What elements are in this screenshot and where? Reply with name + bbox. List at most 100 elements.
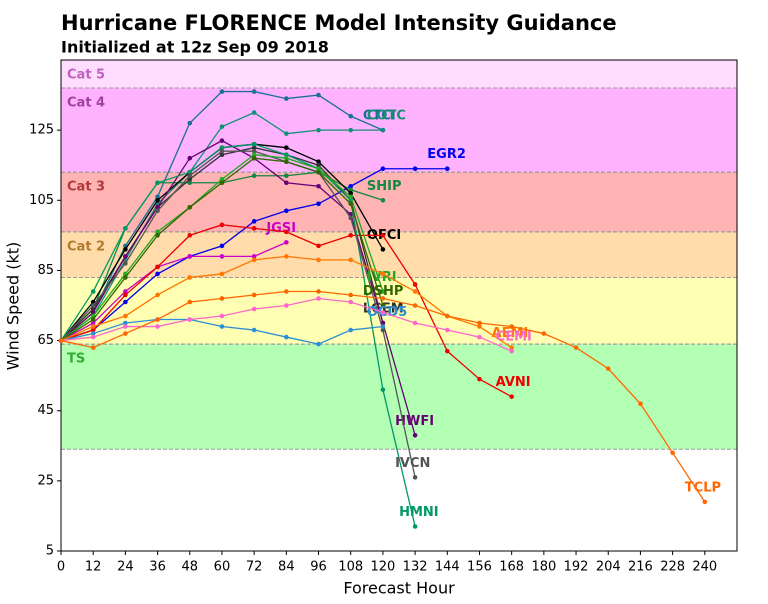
model-point	[58, 338, 64, 343]
chart-subtitle: Initialized at 12z Sep 09 2018	[61, 38, 329, 57]
x-tick-label: 180	[531, 560, 556, 575]
model-point	[316, 169, 321, 175]
model-point	[316, 289, 321, 294]
model-point	[284, 289, 289, 294]
model-label: IVCN	[395, 456, 430, 471]
model-point	[155, 197, 160, 203]
model-point	[477, 320, 482, 326]
model-point	[380, 233, 386, 238]
model-point	[348, 215, 354, 221]
model-label: DSHP	[363, 284, 404, 299]
model-point	[123, 289, 128, 294]
model-point	[187, 169, 193, 175]
x-tick-label: 132	[403, 560, 428, 575]
model-point	[412, 166, 418, 172]
model-point	[702, 499, 708, 505]
model-label: COTC	[367, 109, 406, 124]
model-point	[348, 201, 354, 207]
model-point	[251, 257, 257, 263]
model-point	[219, 180, 225, 186]
model-point	[316, 296, 321, 301]
model-point	[90, 324, 96, 329]
model-point	[380, 247, 386, 252]
model-point	[284, 96, 289, 101]
model-point	[380, 127, 386, 133]
model-point	[573, 345, 579, 350]
model-point	[316, 243, 321, 249]
model-point	[123, 226, 128, 231]
model-point	[90, 303, 96, 308]
model-point	[155, 180, 160, 186]
model-point	[219, 296, 225, 301]
model-point	[316, 257, 321, 263]
model-point	[509, 324, 514, 329]
model-point	[380, 296, 386, 301]
model-point	[316, 159, 321, 165]
x-tick-label: 156	[467, 560, 492, 575]
x-tick-label: 48	[181, 560, 198, 575]
model-point	[123, 313, 128, 319]
x-tick-label: 36	[149, 560, 166, 575]
model-point	[348, 183, 354, 189]
model-point	[605, 366, 611, 371]
model-label: HMNI	[399, 505, 439, 520]
model-point	[284, 240, 289, 245]
model-point	[348, 299, 354, 305]
band-label: Cat 4	[67, 96, 105, 111]
model-point	[90, 289, 96, 294]
model-point	[187, 233, 193, 238]
model-point	[444, 348, 450, 354]
model-point	[251, 173, 257, 179]
model-point	[219, 145, 225, 150]
intensity-band	[61, 344, 737, 450]
model-label: HWFI	[395, 414, 434, 429]
model-point	[348, 194, 354, 200]
model-label: IVRI	[367, 270, 397, 285]
model-point	[123, 275, 128, 280]
x-tick-label: 240	[692, 560, 717, 575]
model-point	[380, 197, 386, 203]
model-point	[187, 120, 193, 126]
model-point	[477, 324, 482, 329]
model-point	[348, 233, 354, 238]
band-label: Cat 5	[67, 68, 105, 83]
x-tick-label: 12	[85, 560, 102, 575]
x-tick-label: 60	[214, 560, 231, 575]
y-axis-label: Wind Speed (kt)	[4, 242, 23, 371]
model-point	[444, 327, 450, 333]
band-label: TS	[67, 352, 85, 367]
model-point	[251, 327, 257, 333]
model-point	[219, 271, 225, 277]
model-point	[123, 324, 128, 329]
model-point	[284, 208, 289, 214]
model-point	[187, 254, 193, 259]
model-point	[219, 324, 225, 329]
model-point	[380, 271, 386, 277]
y-tick-label: 45	[37, 403, 54, 418]
model-point	[316, 92, 321, 98]
model-point	[284, 173, 289, 179]
band-label: Cat 2	[67, 239, 105, 254]
model-point	[316, 341, 321, 347]
model-point	[90, 331, 96, 336]
model-point	[412, 289, 418, 294]
model-point	[380, 310, 386, 315]
model-point	[187, 317, 193, 322]
model-point	[509, 348, 514, 354]
model-point	[219, 243, 225, 249]
model-point	[251, 226, 257, 231]
model-point	[219, 152, 225, 157]
y-tick-label: 105	[29, 193, 54, 208]
model-point	[348, 327, 354, 333]
model-point	[187, 275, 193, 280]
model-point	[284, 334, 289, 340]
intensity-band	[61, 88, 737, 173]
model-point	[219, 254, 225, 259]
model-point	[284, 155, 289, 161]
model-point	[284, 254, 289, 259]
model-point	[155, 229, 160, 235]
model-point	[509, 345, 514, 350]
model-point	[123, 320, 128, 326]
model-point	[284, 131, 289, 136]
